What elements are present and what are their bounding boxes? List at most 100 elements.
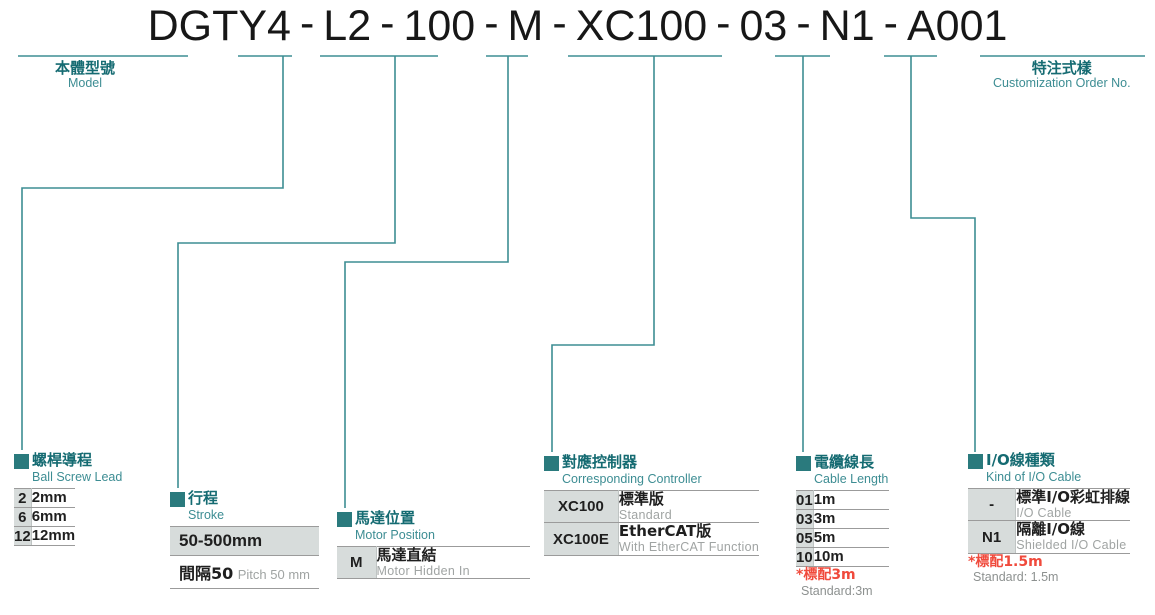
stroke-pitch-en: Pitch 50 mm	[237, 567, 310, 583]
table-row[interactable]: 10 10m	[796, 547, 889, 568]
cable-length-note: *標配3m Standard:3m	[796, 568, 889, 598]
callout-model-zh: 本體型號	[55, 59, 116, 77]
model-dash: -	[796, 0, 811, 47]
row-code: M	[337, 546, 377, 580]
table-row[interactable]: XC100 標準版 Standard	[544, 490, 760, 524]
row-value-en: Standard	[618, 508, 673, 523]
block-title-en: Ball Screw Lead	[32, 470, 123, 485]
model-segment-4: M	[507, 1, 544, 50]
row-value-zh: 隔離I/O線	[1016, 520, 1085, 539]
row-value: 10m	[813, 548, 844, 566]
block-io-cable: I/O線種類 Kind of I/O Cable - 標準I/O彩虹排線 I/O…	[968, 452, 1130, 584]
table-row[interactable]: - 標準I/O彩虹排線 I/O Cable	[968, 488, 1130, 522]
model-dash: -	[883, 0, 898, 47]
model-dash: -	[380, 0, 395, 47]
table-row[interactable]: 01 1m	[796, 490, 889, 511]
callout-model-en: Model	[67, 76, 103, 91]
bullet-square-icon	[337, 512, 352, 527]
row-value-en: With EtherCAT Function	[618, 540, 760, 555]
row-code: 2	[14, 488, 32, 509]
callout-customization-zh: 特注式樣	[1031, 59, 1092, 77]
cable-length-table: 01 1m 03 3m 05 5m 10 10m	[796, 490, 889, 568]
bullet-square-icon	[14, 454, 29, 469]
callout-customization: 特注式樣 Customization Order No.	[993, 60, 1131, 91]
row-code: 05	[796, 528, 814, 549]
model-segment-7: N1	[819, 1, 875, 50]
row-code: N1	[968, 520, 1017, 554]
block-title-en: Corresponding Controller	[562, 472, 702, 487]
block-title-zh: 行程	[188, 489, 219, 507]
row-value: 1m	[813, 491, 836, 509]
row-code: -	[968, 488, 1017, 522]
table-row[interactable]: 12 12mm	[14, 526, 76, 547]
row-value: 3m	[813, 510, 836, 528]
model-segment-6: 03	[739, 1, 788, 50]
block-title-en: Cable Length	[814, 472, 889, 487]
stroke-table: 50-500mm 間隔50 Pitch 50 mm	[170, 526, 319, 590]
row-code: 03	[796, 509, 814, 530]
row-code: 6	[14, 507, 32, 528]
table-row[interactable]: XC100E EtherCAT版 With EtherCAT Function	[544, 522, 760, 556]
stroke-pitch-zh: 間隔50	[179, 564, 234, 584]
note-zh: *標配3m	[796, 567, 856, 584]
callout-customization-en: Customization Order No.	[993, 76, 1131, 91]
block-stroke: 行程 Stroke 50-500mm 間隔50 Pitch 50 mm	[170, 489, 319, 590]
row-value-zh: 馬達直結	[376, 546, 437, 565]
note-en: Standard: 1.5m	[973, 570, 1059, 585]
table-row[interactable]: N1 隔離I/O線 Shielded I/O Cable	[968, 520, 1130, 554]
model-segment-5: XC100	[575, 1, 708, 50]
table-row[interactable]: 50-500mm	[170, 526, 319, 557]
bullet-square-icon	[170, 492, 185, 507]
block-controller: 對應控制器 Corresponding Controller XC100 標準版…	[544, 453, 760, 556]
table-row[interactable]: 03 3m	[796, 509, 889, 530]
block-cable-length: 電纜線長 Cable Length 01 1m 03 3m 05 5m 10 1…	[796, 454, 889, 598]
block-title-zh: 馬達位置	[355, 509, 416, 527]
model-segment-8: A001	[906, 1, 1008, 50]
row-code: 01	[796, 490, 814, 511]
bullet-square-icon	[544, 456, 559, 471]
row-value-en: Motor Hidden In	[376, 564, 470, 579]
row-code: 12	[14, 526, 32, 547]
model-segment-2: L2	[323, 1, 372, 50]
block-motor-position: 馬達位置 Motor Position M 馬達直結 Motor Hidden …	[337, 509, 530, 580]
table-row[interactable]: 間隔50 Pitch 50 mm	[170, 555, 319, 590]
table-row[interactable]: 05 5m	[796, 528, 889, 549]
row-value-en: I/O Cable	[1016, 506, 1072, 521]
row-value-zh: 標準I/O彩虹排線	[1016, 488, 1130, 507]
model-dash: -	[484, 0, 499, 47]
row-value-en: Shielded I/O Cable	[1016, 538, 1127, 553]
row-value-zh: 標準版	[618, 490, 664, 509]
model-dash: -	[552, 0, 567, 47]
io-cable-note: *標配1.5m Standard: 1.5m	[968, 553, 1130, 585]
block-title-zh: 螺桿導程	[32, 451, 93, 469]
io-cable-table: - 標準I/O彩虹排線 I/O Cable N1 隔離I/O線 Shielded…	[968, 488, 1130, 554]
model-dash: -	[299, 0, 315, 47]
bullet-square-icon	[968, 454, 983, 469]
model-dash: -	[716, 0, 731, 47]
ball-screw-lead-table: 2 2mm 6 6mm 12 12mm	[14, 488, 76, 547]
block-ball-screw-lead: 螺桿導程 Ball Screw Lead 2 2mm 6 6mm 12 12mm	[14, 451, 123, 547]
row-value: 6mm	[31, 508, 67, 526]
row-value: 2mm	[31, 489, 67, 507]
row-value: 5m	[813, 529, 836, 547]
motor-position-table: M 馬達直結 Motor Hidden In	[337, 546, 530, 580]
block-title-en: Kind of I/O Cable	[986, 470, 1082, 485]
block-title-zh: 對應控制器	[562, 453, 638, 471]
table-row[interactable]: M 馬達直結 Motor Hidden In	[337, 546, 530, 580]
note-en: Standard:3m	[801, 583, 873, 598]
note-zh: *標配1.5m	[968, 553, 1043, 570]
stroke-range: 50-500mm	[170, 526, 319, 557]
model-segment-3: 100	[403, 1, 476, 50]
model-segment-1: DGTY4	[147, 1, 291, 50]
table-row[interactable]: 2 2mm	[14, 488, 76, 509]
row-code: XC100	[544, 490, 619, 524]
row-code: XC100E	[544, 522, 619, 556]
row-value: 12mm	[31, 527, 76, 545]
table-row[interactable]: 6 6mm	[14, 507, 76, 528]
callout-model: 本體型號 Model	[55, 60, 115, 91]
model-code-string: DGTY4 - L2 - 100 - M - XC100 - 03 - N1 -…	[0, 0, 1155, 50]
row-code: 10	[796, 547, 814, 568]
block-title-en: Stroke	[188, 508, 225, 523]
